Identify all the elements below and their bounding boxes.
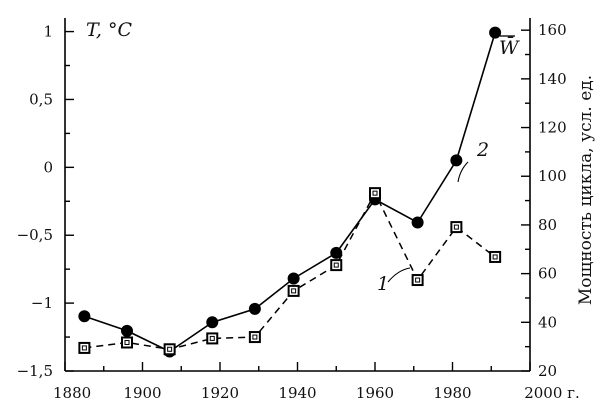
- square-marker: [411, 274, 424, 287]
- square-marker-center: [492, 254, 498, 260]
- square-marker: [369, 187, 381, 200]
- y-left-tick-label: 0: [43, 158, 53, 176]
- x-tick-label: 1900: [123, 384, 161, 402]
- series-2-point: [369, 187, 381, 200]
- y-right-tick-label: 120: [538, 119, 567, 137]
- series-1-annotation: 1: [377, 273, 389, 295]
- labels-layer: T, °C Мощность цикла, усл. ед. W̄ 2 1: [86, 19, 596, 305]
- series-layer: [78, 26, 515, 358]
- y-right-tick-label: 80: [538, 216, 557, 234]
- y-left-axis-label: T, °C: [86, 19, 132, 41]
- square-marker: [163, 343, 176, 356]
- square-marker-center: [415, 277, 421, 283]
- series-2-line: [84, 191, 496, 351]
- y-left-tick-label: −0,5: [17, 226, 53, 244]
- annotation-2-leader: [457, 161, 469, 183]
- series-2-point: [330, 259, 343, 272]
- y-right-tick-label: 160: [538, 21, 567, 39]
- series-1-point: [287, 272, 300, 285]
- square-marker-center: [209, 335, 215, 341]
- square-marker: [450, 221, 463, 234]
- square-marker: [489, 250, 502, 263]
- series-1-point: [121, 324, 133, 337]
- series-1-point: [489, 26, 502, 39]
- series-1-point: [206, 316, 219, 329]
- square-marker-center: [124, 339, 130, 345]
- x-tick-label: 1960: [356, 384, 394, 402]
- square-marker-center: [453, 224, 459, 230]
- series-2-point: [450, 221, 463, 234]
- series-2-point: [248, 331, 261, 344]
- y-right-axis-label: Мощность цикла, усл. ед.: [576, 75, 596, 305]
- y-right-tick-label: 40: [538, 313, 557, 331]
- series-1-point: [450, 154, 463, 167]
- square-marker: [330, 259, 343, 272]
- square-marker: [248, 331, 261, 344]
- square-marker: [287, 284, 300, 297]
- series-2-point: [489, 250, 502, 263]
- series-1-point: [78, 310, 91, 323]
- x-tick-label: 2000 г.: [524, 384, 580, 402]
- y-right-tick-label: 60: [538, 265, 557, 283]
- series-2-point: [411, 274, 424, 287]
- square-marker: [206, 332, 219, 345]
- series-2-annotation: 2: [476, 139, 489, 161]
- square-marker-center: [372, 190, 378, 196]
- x-tick-label: 1940: [278, 384, 316, 402]
- series-2-point: [163, 343, 176, 356]
- y-left-tick-label: −1,5: [17, 362, 53, 380]
- x-tick-label: 1880: [53, 384, 91, 402]
- x-tick-label: 1980: [433, 384, 471, 402]
- series-1-point: [330, 246, 343, 259]
- square-marker-center: [291, 288, 297, 294]
- series-1-point: [411, 216, 424, 229]
- series-2-point: [78, 341, 91, 354]
- y-left-tick-label: −1: [31, 294, 53, 312]
- series-2-point: [206, 332, 219, 345]
- y-right-tick-label: 140: [538, 70, 567, 88]
- square-marker-center: [252, 334, 258, 340]
- series-2-point: [121, 336, 133, 349]
- y-left-tick-label: 1: [43, 23, 53, 41]
- square-marker-center: [81, 345, 87, 351]
- y-right-tick-label: 20: [538, 362, 557, 380]
- series-2-point: [287, 284, 300, 297]
- y-right-tick-label: 100: [538, 167, 567, 185]
- square-marker-center: [333, 262, 339, 268]
- series-w-label: W̄: [499, 36, 520, 59]
- square-marker: [121, 336, 133, 349]
- square-marker: [78, 341, 91, 354]
- series-1-point: [248, 302, 261, 315]
- series-1-line: [84, 32, 496, 353]
- y-left-tick-label: 0,5: [29, 90, 53, 108]
- axes: 1880 1900 1920 1940 1960 1980 2000 г. 1 0,5 0 −0,5…: [17, 18, 580, 402]
- square-marker-center: [167, 346, 173, 352]
- annotation-1-leader: [387, 267, 411, 283]
- x-tick-label: 1920: [201, 384, 239, 402]
